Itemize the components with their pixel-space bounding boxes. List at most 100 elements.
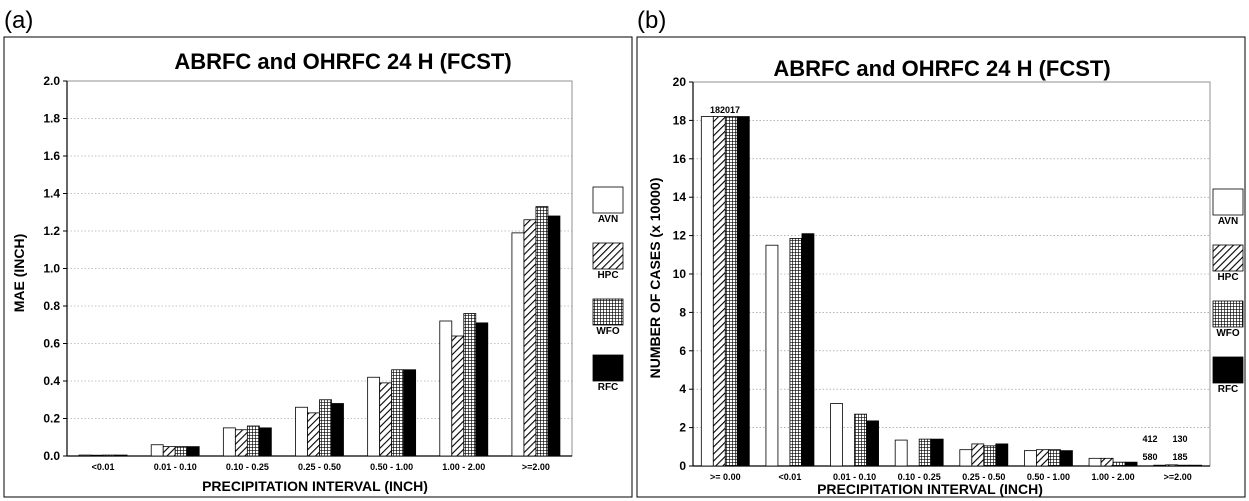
x-tick-label: <0.01 [92, 462, 115, 472]
bar-avn [511, 232, 525, 457]
bar-hpc [162, 446, 176, 457]
bar-hpc [971, 443, 985, 467]
bar-wfo [1048, 449, 1061, 467]
bar-wfo [319, 399, 332, 457]
x-tick-label: >=2.00 [1164, 472, 1192, 482]
panel-b-frame [636, 36, 1246, 498]
bar-avn [78, 454, 92, 457]
legend-label-hpc: HPC [1217, 272, 1238, 283]
bar-rfc [1189, 464, 1203, 467]
bar-avn [222, 427, 236, 457]
bar-wfo [854, 413, 867, 467]
chart-a: 0.0 0.2 0.4 0.6 0.8 1.0 1.2 1.4 1.6 1.8 2.0 <0.01 0.… [43, 74, 624, 472]
bar-rfc [186, 446, 200, 457]
y-tick-label: 14 [673, 190, 687, 204]
bar-hpc [1100, 457, 1114, 467]
bar-wfo [983, 445, 997, 467]
bar-avn [765, 244, 779, 467]
bar-rfc [736, 116, 750, 467]
bar-hpc [90, 454, 104, 457]
y-tick-label: 8 [679, 305, 686, 319]
y-tick-label: 0.2 [43, 412, 60, 426]
legend-swatch-rfc [592, 354, 624, 382]
bar-avn [1088, 457, 1102, 467]
legend-label-hpc: HPC [597, 270, 618, 281]
bar-wfo [463, 313, 477, 457]
x-tick-label: 0.25 - 0.50 [298, 462, 341, 472]
bar-wfo [1112, 461, 1126, 467]
bar-avn [367, 376, 381, 457]
bar-rfc [331, 403, 344, 457]
x-tick-label: 0.01 - 0.10 [833, 472, 876, 482]
bar-avn [959, 449, 973, 467]
y-tick-label: 2.0 [43, 74, 60, 88]
chart-b-title: ABRFC and OHRFC 24 H (FCST) [773, 56, 1110, 81]
y-tick-label: 1.6 [43, 149, 60, 163]
bar-avn [830, 403, 843, 467]
bar-avn [700, 116, 714, 467]
bar-rfc [930, 438, 944, 467]
x-tick-label: >= 0.00 [710, 472, 741, 482]
chart-b-xlabel: PRECIPITATION INTERVAL (INCH) [817, 481, 1043, 497]
bar-rfc [258, 427, 272, 457]
chart-b: 0 2 4 6 8 10 12 14 16 18 20 >= 0.00 <0.01 0.01 - 0.10… [673, 75, 1244, 482]
value-annotation: 130 [1172, 434, 1187, 444]
bar-rfc [1124, 461, 1138, 467]
bar-wfo [918, 438, 932, 467]
y-tick-label: 0.6 [43, 337, 60, 351]
value-annotation: 580 [1142, 452, 1157, 462]
legend-swatch-hpc [592, 242, 624, 270]
legend-swatch-avn [592, 186, 624, 214]
y-tick-label: 1.4 [43, 187, 60, 201]
bar-avn [439, 320, 453, 457]
legend-swatch-wfo [1212, 300, 1244, 328]
y-tick-label: 0.0 [43, 449, 60, 463]
y-tick-label: 0.4 [43, 374, 60, 388]
bar-hpc [1036, 449, 1049, 467]
bar-wfo [724, 116, 738, 467]
legend-swatch-avn [1212, 188, 1244, 216]
legend-label-rfc: RFC [1218, 384, 1239, 395]
chart-a-xlabel: PRECIPITATION INTERVAL (INCH) [202, 478, 428, 494]
y-tick-label: 18 [673, 113, 687, 127]
y-tick-label: 1.2 [43, 224, 60, 238]
chart-a-ylabel: MAE (INCH) [11, 234, 27, 313]
bar-hpc [712, 116, 726, 467]
x-tick-label: 0.10 - 0.25 [226, 462, 269, 472]
y-tick-label: 6 [679, 344, 686, 358]
bar-hpc [523, 219, 537, 457]
legend-swatch-wfo [592, 298, 624, 326]
bar-avn [295, 406, 308, 457]
panel-label-b: (b) [637, 7, 666, 34]
x-tick-label: 0.50 - 1.00 [1027, 472, 1070, 482]
value-annotation: 412 [1142, 434, 1157, 444]
legend-label-avn: AVN [1218, 216, 1238, 227]
x-tick-label: 0.10 - 0.25 [898, 472, 941, 482]
bar-rfc [801, 233, 815, 467]
panel-label-a: (a) [4, 7, 33, 34]
bar-wfo [391, 369, 405, 457]
bar-rfc [403, 369, 417, 457]
bar-hpc [307, 412, 320, 457]
y-tick-label: 1.0 [43, 262, 60, 276]
x-tick-label: >=2.00 [522, 462, 550, 472]
legend-label-wfo: WFO [1216, 328, 1240, 339]
bar-wfo [102, 454, 116, 457]
bar-rfc [114, 454, 128, 457]
y-tick-label: 20 [673, 75, 687, 89]
legend-swatch-hpc [1212, 244, 1244, 272]
chart-b-ylabel: NUMBER OF CASES (x 10000) [647, 178, 663, 379]
panel-a-frame [3, 36, 633, 498]
legend-label-rfc: RFC [598, 382, 619, 393]
legend-label-wfo: WFO [596, 326, 620, 337]
bar-rfc [475, 322, 489, 457]
bar-avn [1153, 464, 1167, 467]
y-tick-label: 12 [673, 229, 687, 243]
bar-wfo [789, 238, 803, 467]
bar-avn [894, 439, 908, 467]
y-tick-label: 10 [673, 267, 687, 281]
bar-wfo [1177, 464, 1191, 467]
legend-label-avn: AVN [598, 214, 618, 225]
bar-hpc [234, 429, 248, 457]
